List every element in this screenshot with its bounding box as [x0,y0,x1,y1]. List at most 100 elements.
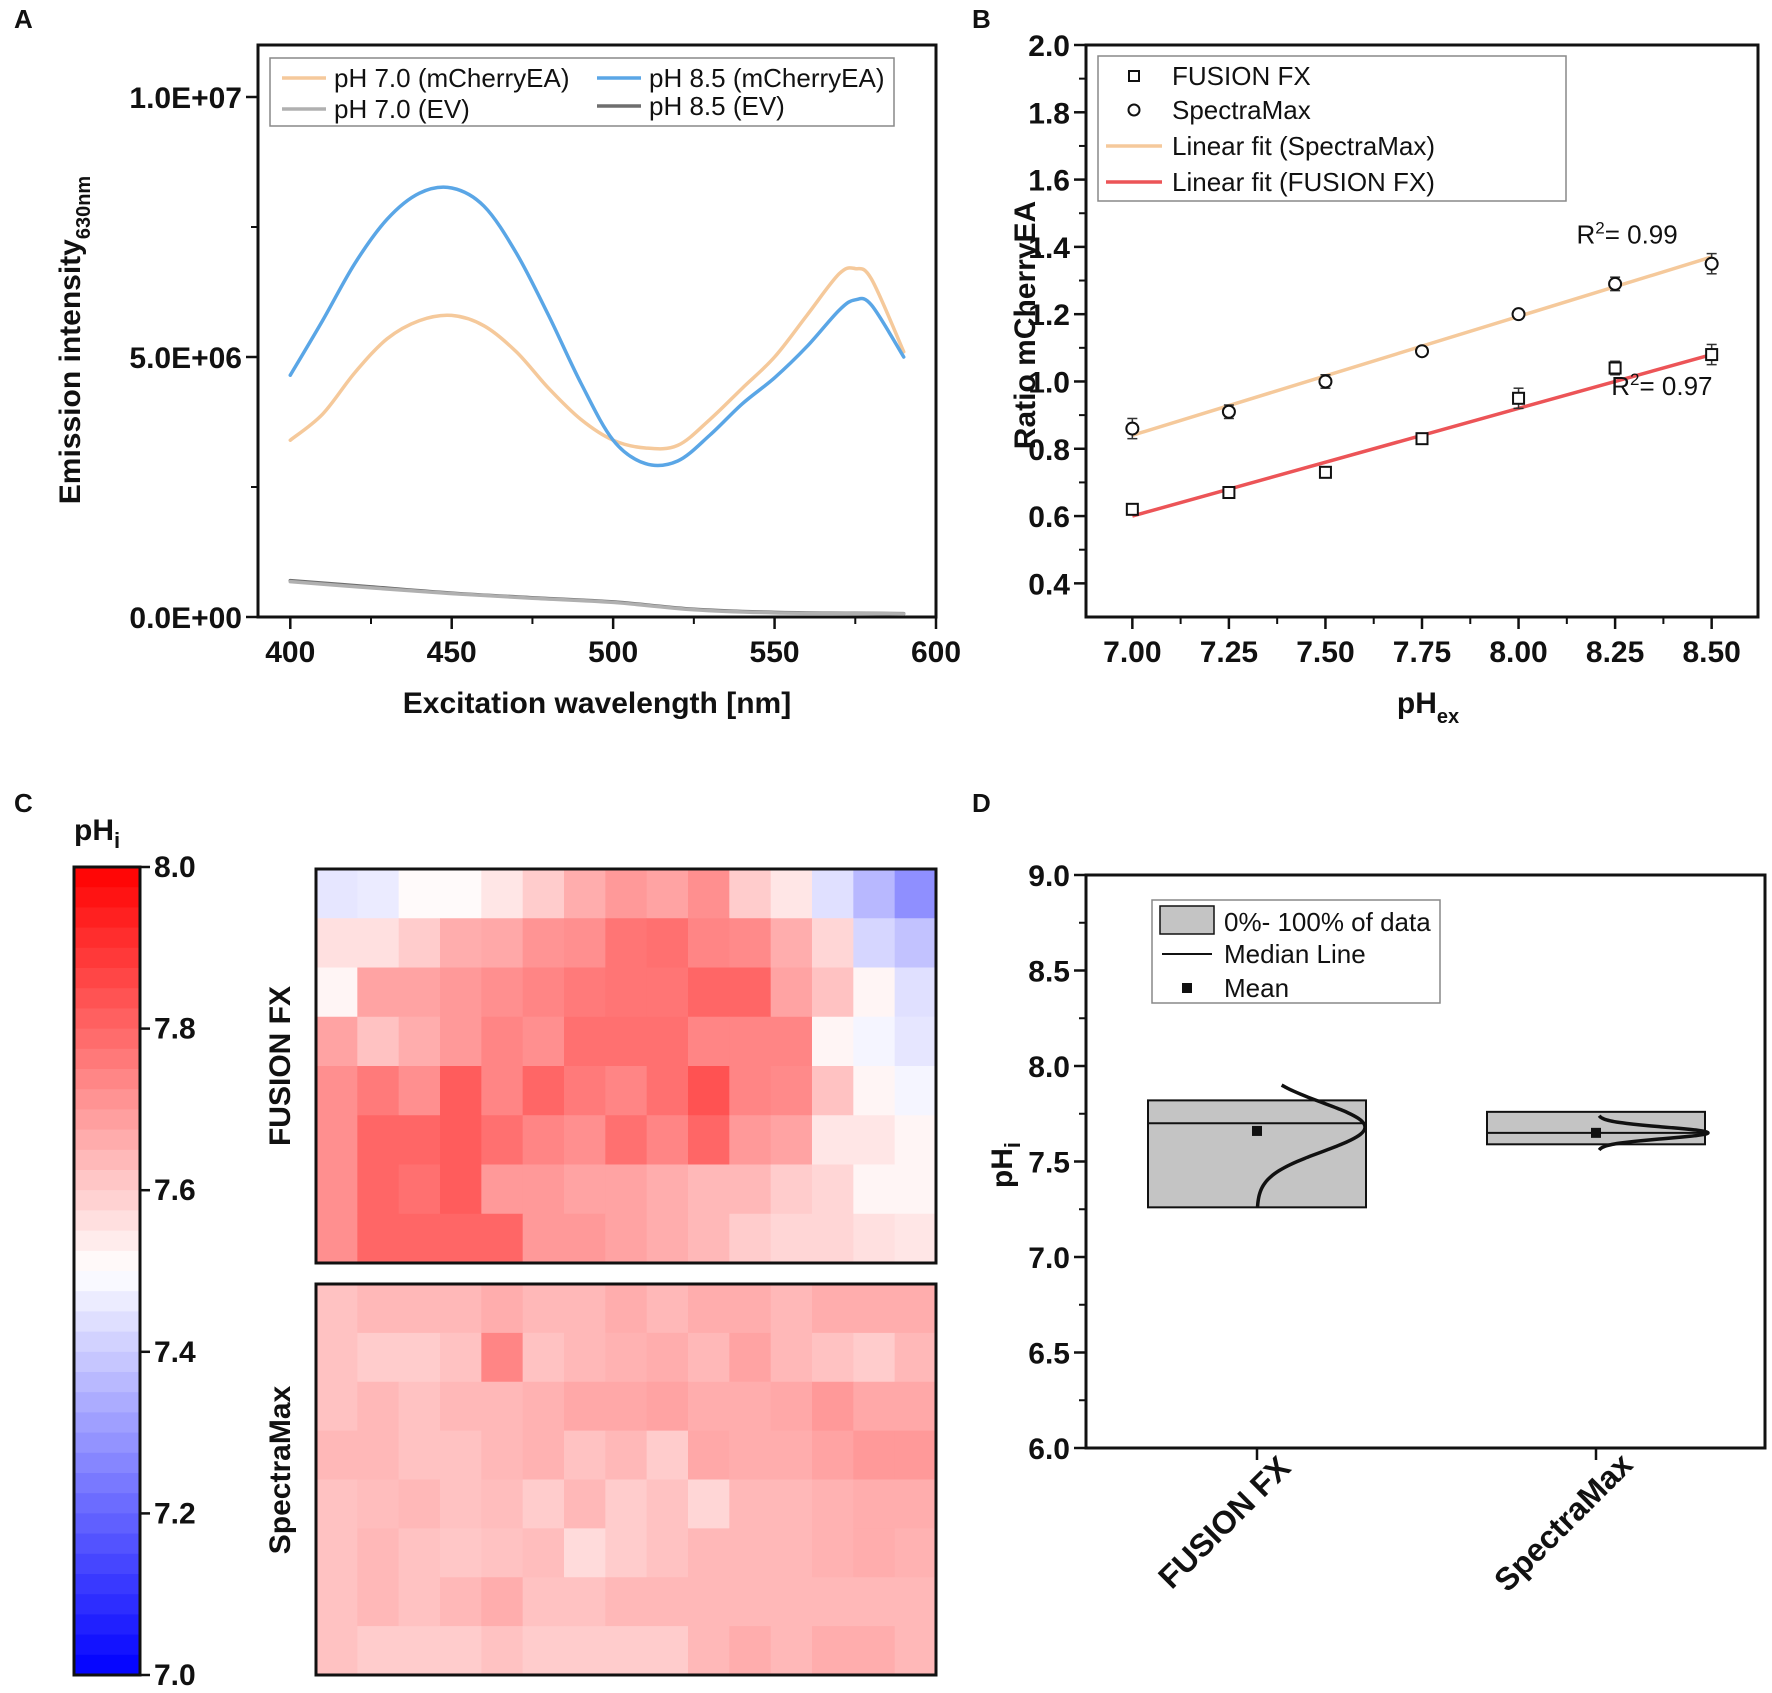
x-tick-label: 7.75 [1393,636,1451,669]
colorbar-tick-label: 7.6 [154,1174,196,1207]
colorbar-frame [72,865,142,1677]
legend-label: pH 7.0 (EV) [334,94,470,124]
heatmap-cell [564,918,606,968]
panel-label-a: A [14,4,33,34]
heatmap-cell [316,1430,358,1480]
heatmap-cell [440,1479,482,1529]
panel-a-chart: 400 450 500 550 600 0.0E+00 5.0E+06 1.0E+07 Exci… [54,43,961,720]
heatmap-cell [770,1115,813,1165]
colorbar-segment [74,988,140,1009]
heatmap-cell [316,1115,358,1165]
legend-label: 0%- 100% of data [1224,907,1431,937]
heatmap-cell [812,1016,854,1067]
heatmap-cell [605,918,648,968]
heatmap-cell [316,1479,358,1529]
colorbar-segment [74,1513,140,1535]
heatmap-cell [853,1577,896,1627]
data-point-circle [1125,421,1140,436]
heatmap-cell [357,1626,400,1676]
panel-a-frame [256,43,938,619]
legend-swatch-mean [1182,983,1192,993]
heatmap-cell [853,1115,896,1165]
heatmap-cell [729,1577,772,1627]
heatmap-cell [605,1284,648,1334]
colorbar-tick-label: 7.8 [154,1013,196,1046]
colorbar-tick-label: 8.0 [154,851,196,884]
colorbar-segment [74,1250,140,1272]
x-tick-label: 8.00 [1489,636,1547,669]
heatmap-label: FUSION FX [264,986,297,1146]
colorbar-segment [74,1553,140,1575]
colorbar-title-main: pH [74,814,114,847]
heatmap-cell [440,1164,482,1215]
heatmap-cell [770,1066,813,1116]
heatmap-cell [398,1164,441,1215]
heatmap-cell [481,1066,524,1116]
heatmap-cell [894,1381,937,1432]
heatmap-cell [564,967,606,1018]
heatmap-cell [688,1284,730,1334]
colorbar-segment [74,907,140,929]
y-tick-label: 7.5 [1028,1147,1070,1180]
heatmap-cell [316,967,358,1018]
mean-marker [1591,1127,1601,1138]
box-range [1147,1099,1367,1209]
heatmap-cell [812,967,854,1018]
heatmap-cell [564,1284,606,1334]
heatmap-cell [398,1577,441,1627]
heatmap-cell [316,1016,358,1067]
y-axis-label: Ratio mCherryEA [1009,201,1042,449]
y-tick-label: 1.2 [1028,299,1070,332]
x-tick-label: 8.50 [1682,636,1740,669]
legend-label: Linear fit (SpectraMax) [1172,131,1435,161]
heatmap-cell [481,1164,524,1215]
y-tick-label: 0.8 [1028,434,1070,467]
heatmap-cell [398,1284,441,1334]
heatmap-cell [729,1016,772,1067]
heatmap-cell [522,1430,565,1480]
heatmap-cell [812,918,854,968]
panel-d-chart: 6.0 6.5 7.0 7.5 8.0 8.5 9.0 FUSION FX SpectraMax… [986,860,1767,1598]
heatmap-spectramax [314,1282,938,1677]
x-tick-label: 8.25 [1586,636,1644,669]
series-line-ph-7-0-ev- [288,579,906,616]
heatmap-cell [481,869,524,919]
heatmap-cell [440,1016,482,1067]
heatmap-cell [605,1430,648,1480]
colorbar-segment [74,1109,140,1131]
heatmap-cell [853,1430,896,1480]
legend-label: pH 8.5 (EV) [649,91,785,121]
y-tick-label: 6.0 [1028,1433,1070,1466]
heatmap-cell [481,1430,524,1480]
heatmap-cell [398,1528,441,1578]
heatmap-cell [812,1479,854,1529]
heatmap-cell [894,1016,937,1067]
y-tick-label: 7.0 [1028,1242,1070,1275]
heatmap-cell [440,1577,482,1627]
data-point-square [1222,486,1236,500]
heatmap-cell [646,967,689,1018]
heatmap-cell [605,1164,648,1215]
y-axis-label-main: Emission intensity [54,239,87,504]
heatmap-cell [853,1066,896,1116]
heatmap-cell [398,1332,441,1383]
r2-text: R [1576,220,1595,250]
colorbar-segment [74,1351,140,1373]
heatmap-cell [770,1016,813,1067]
heatmap-cell [646,1430,689,1480]
heatmap-cell [894,1626,937,1676]
heatmap-cell [770,1164,813,1215]
heatmap-cell [316,1626,358,1676]
colorbar-segment [74,927,140,949]
data-point-square [1608,361,1622,375]
heatmap-cell [894,1332,937,1383]
colorbar-segment [74,1331,140,1353]
heatmap-cell [522,1528,565,1578]
legend-label: Median Line [1224,939,1366,969]
heatmap-cell [894,1115,937,1165]
y-axis-label-main: pH [986,1148,1019,1188]
heatmap-cell [522,1479,565,1529]
heatmap-cell [729,1284,772,1334]
colorbar-segment [74,1372,140,1393]
heatmap-cell [894,869,937,919]
